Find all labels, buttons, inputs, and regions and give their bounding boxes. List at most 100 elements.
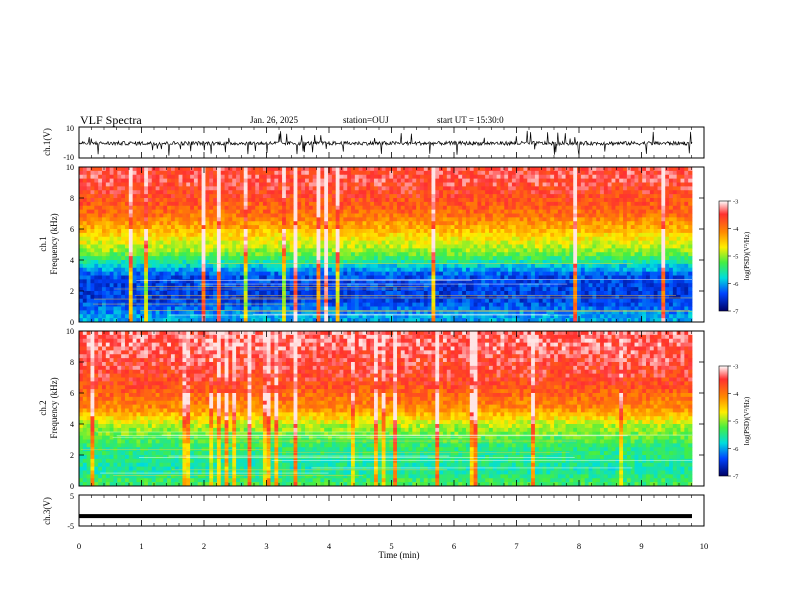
spectrogram-cell <box>178 178 183 183</box>
spectrogram-cell <box>282 260 287 265</box>
spectrogram-cell <box>289 209 294 214</box>
spectrogram-cell <box>496 201 501 207</box>
spectrogram-cell <box>79 194 84 199</box>
spectrogram-cell <box>293 271 298 276</box>
spectrogram-cell <box>439 217 444 222</box>
spectrogram-cell <box>504 182 509 187</box>
spectrogram-cell <box>561 213 566 218</box>
spectrogram-cell <box>669 178 674 183</box>
spectrogram-cell <box>450 225 455 230</box>
spectrogram-cell <box>224 174 229 180</box>
spectrogram-cell <box>101 178 107 183</box>
spectrogram-cell <box>534 248 540 253</box>
spectrogram-cell <box>427 190 432 195</box>
spectrogram-cell <box>262 236 268 242</box>
spectrogram-cell <box>144 182 149 187</box>
spectrogram-cell <box>293 209 298 214</box>
spectrogram-cell <box>220 201 225 207</box>
spectrogram-cell <box>419 167 425 172</box>
spectrogram-cell <box>592 190 597 195</box>
spectrogram-cell <box>665 275 670 280</box>
spectrogram-cell <box>178 186 183 191</box>
spectrogram-cell <box>301 186 306 191</box>
spectrogram-cell <box>423 217 429 222</box>
spectrogram-cell <box>442 170 448 176</box>
spectrogram-cell <box>243 186 248 191</box>
spectrogram-cell <box>90 225 95 230</box>
spectrogram-cell <box>274 267 279 273</box>
spectrogram-cell <box>339 275 344 280</box>
spectrogram-cell <box>98 256 103 261</box>
spectrogram-cell <box>596 236 601 242</box>
spectrogram-cell <box>596 221 601 226</box>
spectrogram-cell <box>190 170 195 176</box>
spectrogram-cell <box>661 236 666 242</box>
spectrogram-cell <box>427 275 432 280</box>
spectrogram-cell <box>477 194 482 199</box>
spectrogram-cell <box>684 217 689 222</box>
spectrogram-cell <box>557 275 563 280</box>
spectrogram-cell <box>511 225 517 230</box>
spectrogram-cell <box>653 260 658 265</box>
spectrogram-cell <box>167 194 172 199</box>
spectrogram-cell <box>278 236 283 242</box>
spectrogram-cell <box>385 252 390 257</box>
spectrogram-cell <box>596 201 601 207</box>
spectrogram-cell <box>573 170 578 176</box>
spectrogram-cell <box>485 182 490 187</box>
spectrogram-cell <box>442 174 448 180</box>
spectrogram-cell <box>335 236 340 242</box>
spectrogram-cell <box>297 236 302 242</box>
spectrogram-cell <box>439 263 444 269</box>
spectrogram-cell <box>305 213 310 218</box>
spectrogram-cell <box>285 194 291 199</box>
spectrogram-cell <box>374 213 379 218</box>
spectrogram-cell <box>623 267 628 273</box>
spectrogram-cell <box>339 232 344 238</box>
spectrogram-cell <box>550 170 555 176</box>
spectrogram-cell <box>205 190 210 195</box>
spectrogram-cell <box>121 198 126 203</box>
spectrogram-cell <box>454 283 459 288</box>
spectrogram-cell <box>519 178 524 183</box>
spectrogram-cell <box>144 190 149 195</box>
spectrogram-cell <box>542 229 547 234</box>
spectrogram-cell <box>389 178 394 183</box>
spectrogram-cell <box>638 275 643 280</box>
spectrogram-cell <box>285 209 291 214</box>
spectrogram-cell <box>550 260 555 265</box>
spectrogram-cell <box>193 182 199 187</box>
spectrogram-cell <box>255 252 260 257</box>
spectrogram-cell <box>140 248 145 253</box>
spectrogram-cell <box>201 263 206 269</box>
spectrogram-cell <box>396 186 402 191</box>
spectrogram-cell <box>316 271 321 276</box>
spectrogram-cell <box>190 174 195 180</box>
spectrogram-cell <box>86 213 91 218</box>
spectrogram-cell <box>538 213 543 218</box>
spectrogram-cell <box>255 217 260 222</box>
spectrogram-cell <box>159 256 164 261</box>
spectrogram-cell <box>301 260 306 265</box>
spectrogram-cell <box>508 186 513 191</box>
spectrogram-cell <box>488 205 494 211</box>
spectrogram-cell <box>588 209 593 214</box>
spectrogram-cell <box>634 279 639 284</box>
spectrogram-cell <box>458 240 463 245</box>
spectrogram-cell <box>128 170 134 176</box>
spectrogram-cell <box>634 198 639 203</box>
spectrogram-cell <box>458 178 463 183</box>
spectrogram-cell <box>469 198 475 203</box>
spectrogram-cell <box>634 252 639 257</box>
spectrogram-cell <box>90 190 95 195</box>
spectrogram-cell <box>278 256 283 261</box>
spectrogram-cell <box>101 263 107 269</box>
spectrogram-cell <box>619 198 624 203</box>
spectrogram-cell <box>339 174 344 180</box>
spectrogram-cell <box>634 205 639 211</box>
spectrogram-cell <box>500 279 505 284</box>
spectrogram-cell <box>615 283 620 288</box>
spectrogram-cell <box>481 167 486 172</box>
spectrogram-cell <box>197 182 202 187</box>
spectrogram-cell <box>147 252 153 257</box>
